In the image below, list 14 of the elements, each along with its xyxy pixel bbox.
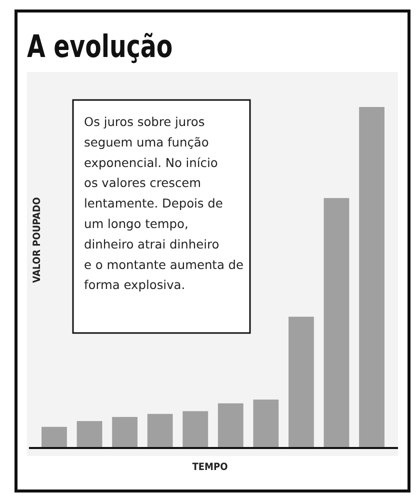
bar — [42, 426, 67, 448]
bar — [288, 316, 314, 448]
bar — [182, 411, 208, 448]
chart-title: A evolução — [27, 28, 173, 65]
bar — [218, 403, 244, 448]
bar — [253, 400, 279, 448]
bar — [76, 421, 102, 448]
bar — [359, 107, 384, 448]
bar — [112, 416, 138, 448]
x-axis-title: TEMPO — [192, 462, 228, 473]
text: Os juros sobre juros seguem uma função exponencial. No início os valores crescem lentamente. Depois de um longo tempo, dinheiro atrai dinheiro e o montante aumenta de forma explosiva. — [84, 115, 244, 292]
y-axis-title: VALOR POUPADO — [32, 196, 43, 283]
bar — [324, 198, 350, 448]
bar — [147, 414, 173, 448]
